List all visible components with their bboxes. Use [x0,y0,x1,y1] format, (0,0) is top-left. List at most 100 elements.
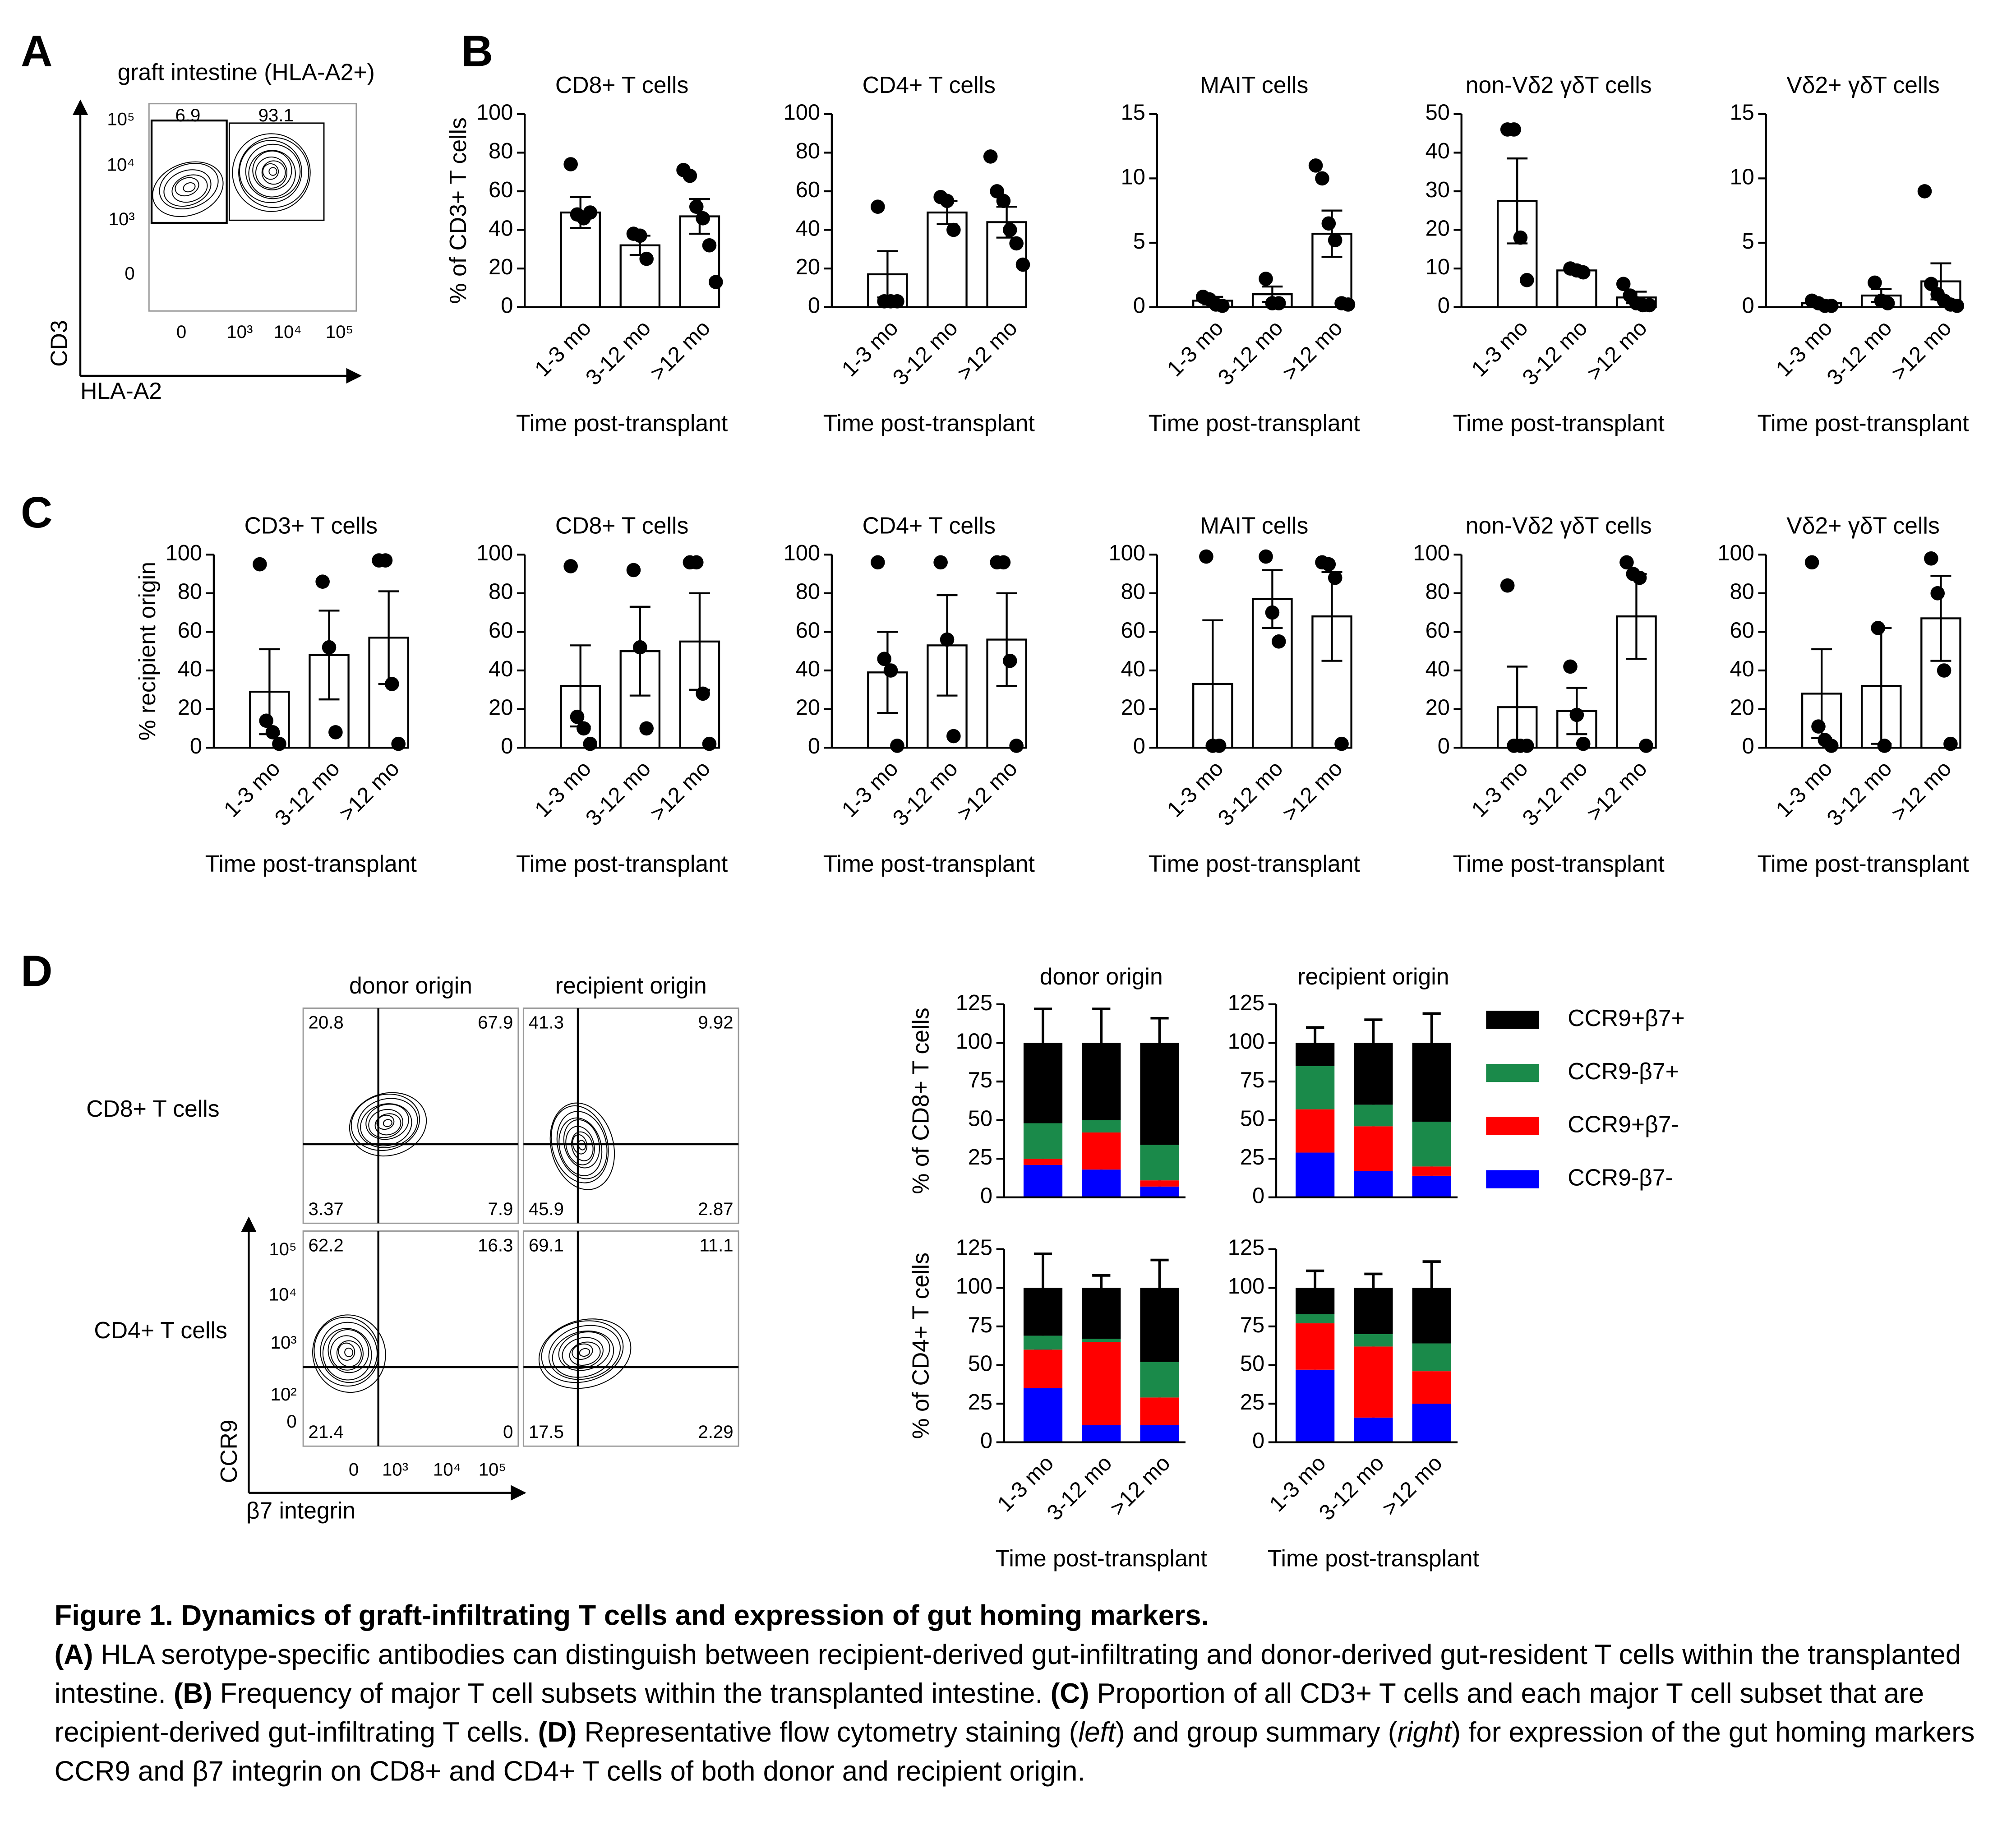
contour [368,1109,403,1138]
bar-segment [1412,1288,1451,1344]
y-tick-label: 0 [808,734,820,758]
data-point [570,709,585,724]
x-axis-label: Time post-transplant [823,410,1035,436]
data-point [253,557,267,572]
quadrant-value: 11.1 [699,1235,733,1256]
bar-segment [1354,1126,1393,1171]
data-point [328,725,343,739]
y-axis-label: CD3 [46,320,72,366]
y-tick-label: 10³ [109,209,135,229]
y-tick-label: 20 [489,255,513,279]
y-tick-label: 100 [1413,541,1449,565]
plot-frame [522,1230,739,1447]
quadrant-value: 0 [503,1422,513,1442]
legend-swatch [1486,1011,1540,1029]
contour [330,1335,364,1371]
data-point [1341,297,1356,312]
contour [579,1348,590,1357]
chart-title: CD3+ T cells [245,513,378,539]
data-point [1321,216,1336,231]
y-tick-label: 100 [1108,541,1145,565]
chart-title: CD4+ T cells [863,72,996,98]
data-point [689,199,704,214]
bar-segment [1140,1288,1179,1362]
y-tick-label: 10⁴ [269,1285,297,1305]
bar-segment [1296,1314,1335,1324]
x-tick-label: 0 [176,322,186,342]
y-tick-label: 80 [178,580,202,604]
y-tick-label: 0 [1133,734,1145,758]
data-point [702,736,717,751]
x-axis-label: Time post-transplant [996,1545,1207,1571]
data-point [871,555,885,570]
bar-segment [1140,1186,1179,1197]
y-tick-label: 100 [784,541,820,565]
quadrant-value: 21.4 [309,1422,344,1442]
data-point [996,555,1011,570]
chart-title: recipient origin [1297,963,1449,989]
x-tick-label: 3-12 mo [581,316,655,390]
gate-value: 6.9 [175,105,201,125]
y-tick-label: 60 [796,178,820,202]
chart-title: MAIT cells [1200,72,1308,98]
bar-segment [1412,1043,1451,1122]
y-tick-label: 80 [796,580,820,604]
column-label: recipient origin [555,972,707,998]
y-tick-label: 125 [1228,991,1264,1015]
data-point [1334,736,1349,751]
bar-segment [1296,1109,1335,1153]
data-point [1212,739,1227,753]
data-point [1924,551,1938,566]
contour [538,1318,632,1389]
bar-segment [1354,1288,1393,1334]
contour [374,1113,401,1136]
y-tick-label: 100 [476,541,513,565]
y-tick-label: 125 [1228,1236,1264,1260]
bar-segment [1296,1288,1335,1314]
data-point [696,686,710,701]
y-tick-label: 125 [956,1236,992,1260]
plot-frame [302,1007,519,1224]
data-point [940,632,955,647]
quadrant-value: 9.92 [698,1012,733,1033]
y-tick-label: 15 [1121,101,1145,125]
legend-label: CCR9-β7+ [1568,1058,1679,1084]
y-tick-label: 50 [1240,1351,1264,1376]
data-point [1315,171,1329,186]
x-tick-label: 10⁴ [274,322,302,342]
data-point [563,559,578,573]
data-point [1937,663,1951,678]
contour [245,143,301,199]
data-point [1950,299,1965,313]
contour [248,150,296,198]
contour [262,163,279,180]
bar-segment [1412,1343,1451,1372]
legend-label: CCR9-β7- [1568,1164,1673,1190]
bar-segment [1140,1145,1179,1181]
y-tick-label: 125 [956,991,992,1015]
y-tick-label: 40 [796,657,820,681]
contour [549,1102,615,1190]
x-tick-label: >12 mo [646,316,715,385]
data-point [391,736,406,751]
x-tick-label: >12 mo [646,756,715,826]
x-tick-label: >12 mo [952,316,1022,385]
y-tick-label: 100 [1228,1274,1264,1299]
bar-segment [1023,1349,1063,1388]
plot-title: graft intestine (HLA-A2+) [118,59,375,85]
y-axis-label: % recipient origin [134,562,160,740]
x-tick-label: 3-12 mo [1518,756,1592,831]
caption-part: Frequency of major T cell subsets within… [212,1678,1051,1710]
data-point [1265,605,1280,620]
contour [558,1331,610,1371]
y-tick-label: 0 [501,734,513,758]
contour [558,1117,603,1176]
caption-part: HLA serotype-specific antibodies can dis… [54,1639,1961,1710]
data-point [322,640,337,655]
chart-title: CD8+ T cells [555,72,688,98]
bar-segment [1082,1132,1121,1170]
data-point [633,228,647,243]
y-tick-label: 60 [796,618,820,642]
y-tick-label: 40 [1730,657,1754,681]
x-tick-label: 10⁴ [433,1459,461,1479]
